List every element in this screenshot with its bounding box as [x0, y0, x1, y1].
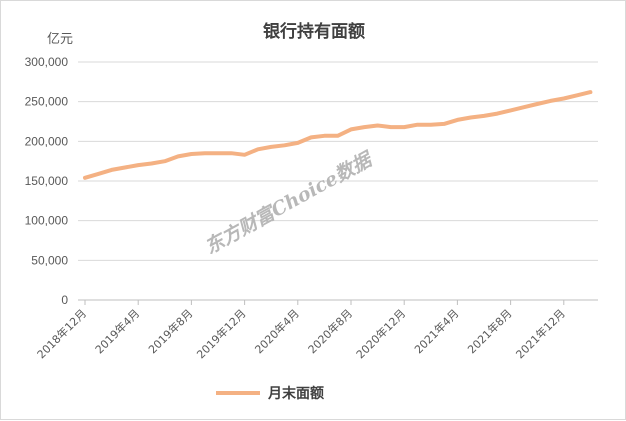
y-tick-label: 150,000 [25, 174, 69, 188]
x-tick-label: 2020年8月 [305, 306, 355, 356]
gridlines [78, 61, 598, 261]
y-tick-label: 0 [61, 293, 68, 307]
legend-label: 月末面额 [267, 385, 324, 402]
x-tick-label: 2019年8月 [145, 306, 195, 356]
y-tick-label: 300,000 [25, 55, 69, 69]
x-tick-label: 2020年4月 [252, 306, 302, 356]
x-tick-label: 2021年8月 [465, 306, 515, 356]
y-tick-label: 200,000 [25, 134, 69, 148]
unit-label: 亿元 [47, 32, 73, 47]
y-tick-label: 50,000 [31, 253, 68, 267]
x-tick-label: 2018年12月 [34, 306, 89, 361]
series-group [83, 90, 593, 180]
watermark: 东方财富Choice数据 [201, 147, 377, 258]
x-tick-label: 2019年4月 [92, 306, 142, 356]
x-tick-label: 2021年12月 [513, 306, 568, 361]
legend: 月末面额 [216, 385, 324, 402]
series-line [83, 90, 593, 180]
chart-title: 银行持有面额 [263, 21, 365, 42]
y-tick-label: 100,000 [25, 214, 69, 228]
x-tick-label: 2019年12月 [194, 306, 249, 361]
y-tick-label: 250,000 [25, 95, 69, 109]
x-tick-label: 2020年12月 [353, 306, 408, 361]
x-tick-label: 2021年4月 [411, 306, 461, 356]
y-axis-ticks: 0 50,000 100,000 150,000 200,000 250,000 300,0… [25, 55, 69, 307]
